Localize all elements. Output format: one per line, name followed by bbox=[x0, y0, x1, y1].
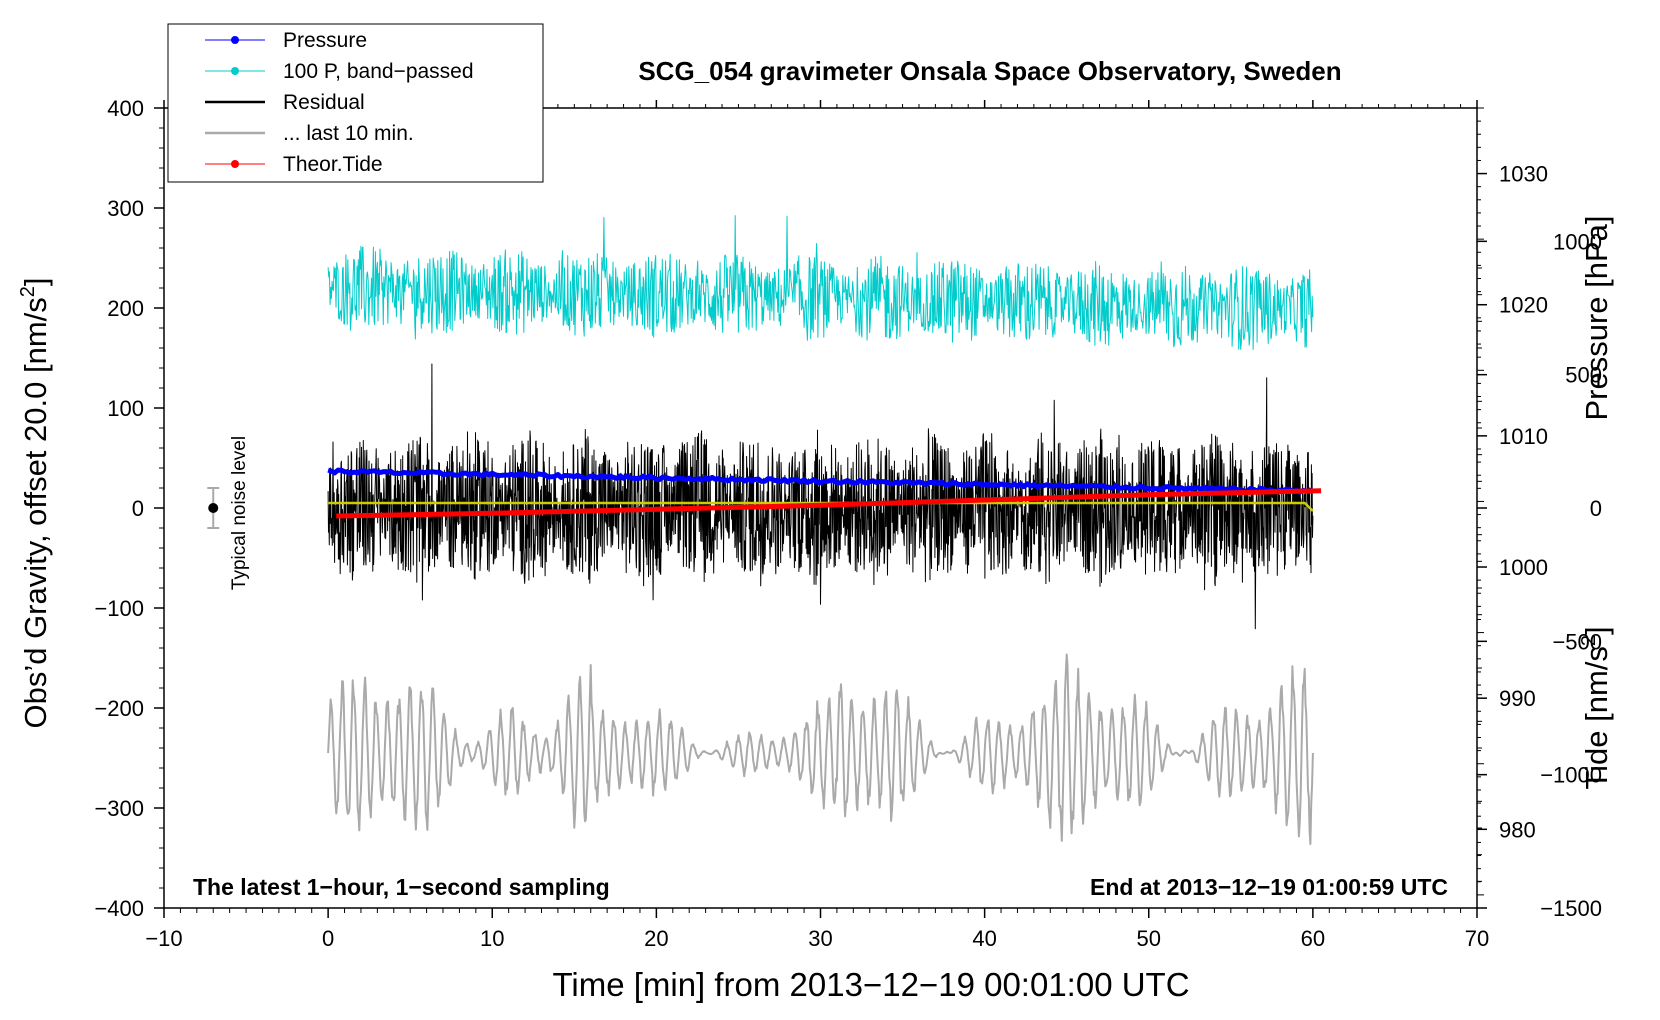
y-left-tick-label: 300 bbox=[107, 196, 144, 221]
y-axis-label-tide: Tide [nm/s2] bbox=[1578, 626, 1614, 789]
x-tick-label: 40 bbox=[972, 926, 996, 951]
pressure-tick-label: 990 bbox=[1499, 686, 1536, 711]
x-tick-label: 10 bbox=[480, 926, 504, 951]
legend-label: Theor.Tide bbox=[283, 153, 383, 176]
legend-label: Pressure bbox=[283, 29, 367, 52]
legend: Pressure 100 P, band−passed Residual ... la… bbox=[167, 23, 544, 183]
pressure-tick-label: 980 bbox=[1499, 817, 1536, 842]
legend-label: ... last 10 min. bbox=[283, 122, 414, 145]
y-left-tick-label: −200 bbox=[94, 696, 144, 721]
series-theor-tide bbox=[336, 488, 1322, 519]
noise-level-indicator bbox=[207, 487, 220, 529]
y-left-tick-label: 400 bbox=[107, 96, 144, 121]
y-axis-label-pressure: Pressure [hPa] bbox=[1579, 215, 1614, 420]
x-tick-label: 50 bbox=[1137, 926, 1161, 951]
series-residual bbox=[327, 363, 1314, 630]
tide-tick-label: 500 bbox=[1565, 363, 1602, 388]
pressure-tick-label: 1030 bbox=[1499, 162, 1548, 187]
series-band-passed-pressure bbox=[327, 215, 1314, 350]
series-last-10-min bbox=[327, 653, 1314, 845]
tide-tick-label: −1500 bbox=[1540, 896, 1602, 921]
pressure-tick-label: 1020 bbox=[1499, 293, 1548, 318]
pressure-tick-label: 1010 bbox=[1499, 424, 1548, 449]
x-axis-label: Time [min] from 2013−12−19 00:01:00 UTC bbox=[552, 966, 1189, 1003]
note-latest-hour: The latest 1−hour, 1−second sampling bbox=[193, 874, 610, 900]
y-left-tick-label: 200 bbox=[107, 296, 144, 321]
noise-point bbox=[208, 503, 219, 513]
x-tick-label: 30 bbox=[808, 926, 832, 951]
legend-marker bbox=[231, 160, 239, 168]
x-tick-label: 60 bbox=[1301, 926, 1325, 951]
y-axis-label-left: Obs’d Gravity, offset 20.0 [nm/s2] bbox=[17, 277, 53, 728]
legend-label: Residual bbox=[283, 91, 365, 114]
chart-title: SCG_054 gravimeter Onsala Space Observat… bbox=[638, 56, 1341, 86]
tide-tick-label: 0 bbox=[1590, 496, 1602, 521]
x-tick-label: 70 bbox=[1465, 926, 1489, 951]
y-left-tick-label: −300 bbox=[94, 796, 144, 821]
legend-marker bbox=[231, 67, 239, 75]
series-pressure bbox=[327, 467, 1314, 495]
y-left-tick-label: −100 bbox=[94, 596, 144, 621]
x-tick-label: −10 bbox=[145, 926, 182, 951]
x-tick-label: 0 bbox=[322, 926, 334, 951]
legend-marker bbox=[231, 36, 239, 44]
tide-tick-label: 1000 bbox=[1553, 229, 1602, 254]
y-left-tick-label: −400 bbox=[94, 896, 144, 921]
y-left-tick-label: 100 bbox=[107, 396, 144, 421]
series-layer bbox=[327, 215, 1322, 845]
noise-level-label: Typical noise level bbox=[229, 436, 250, 590]
pressure-tick-label: 1000 bbox=[1499, 555, 1548, 580]
note-end-time: End at 2013−12−19 01:00:59 UTC bbox=[1090, 874, 1448, 900]
legend-label: 100 P, band−passed bbox=[283, 60, 474, 83]
y-left-tick-label: 0 bbox=[132, 496, 144, 521]
axes-layer: −10 0 10 20 30 40 50 60 70−400−300−200−100010020… bbox=[94, 96, 1602, 951]
x-tick-label: 20 bbox=[644, 926, 668, 951]
tide-tick-label: −1000 bbox=[1540, 763, 1602, 788]
tide-tick-label: −500 bbox=[1552, 629, 1602, 654]
